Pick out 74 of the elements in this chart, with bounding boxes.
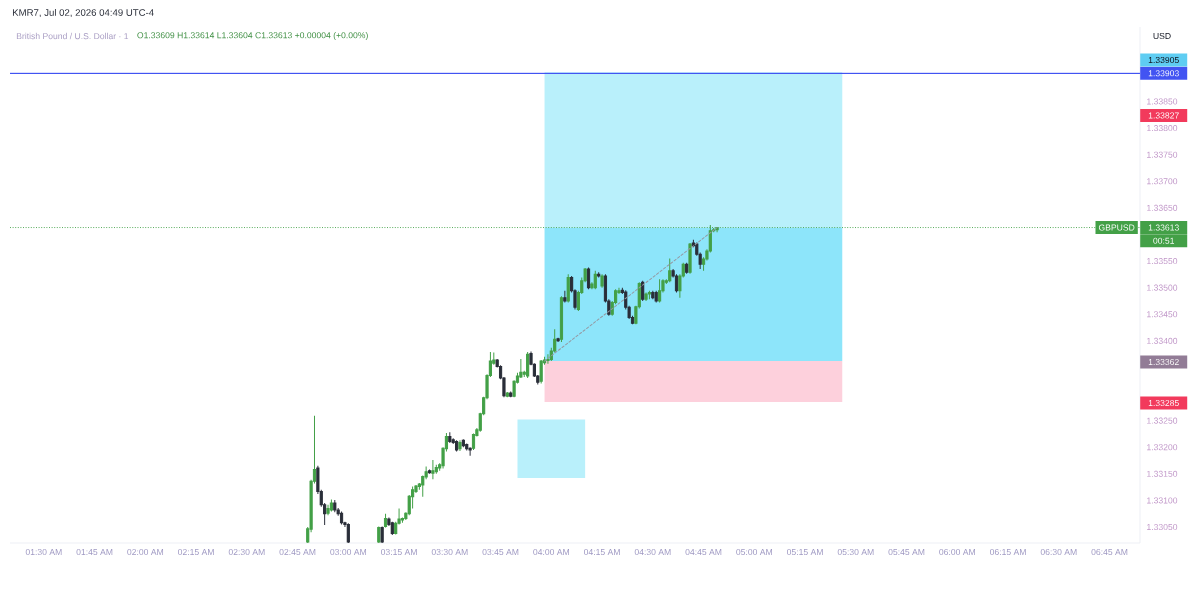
x-tick-label: 04:30 AM (634, 548, 671, 556)
x-tick-label: 04:15 AM (583, 548, 620, 556)
x-tick-label: 03:00 AM (330, 548, 367, 556)
candlestick (333, 499, 337, 513)
y-tick-label: 1.33200 (1147, 444, 1178, 451)
candlestick (647, 290, 652, 300)
x-tick-label: 05:15 AM (786, 548, 823, 556)
candlestick (380, 526, 384, 544)
x-tick-label: 06:30 AM (1040, 548, 1077, 556)
candlestick (383, 513, 388, 529)
y-tick-label: 1.33050 (1147, 523, 1178, 531)
candlestick (434, 464, 438, 475)
x-tick-label: 02:15 AM (178, 548, 214, 556)
x-tick-label: 03:15 AM (380, 548, 417, 556)
x-tick-label: 04:45 AM (685, 548, 722, 556)
x-tick-label: 03:30 AM (431, 548, 468, 556)
candlestick (597, 271, 601, 279)
candlestick (458, 439, 462, 452)
candlestick (668, 257, 672, 283)
candlestick (448, 431, 452, 444)
y-axis-title: USD (1153, 32, 1171, 40)
candlestick (431, 459, 435, 480)
y-tick-label: 1.33750 (1147, 151, 1178, 158)
candlestick (566, 273, 570, 304)
y-tick-label: 1.33100 (1147, 497, 1178, 504)
candlestick (329, 498, 334, 513)
candlestick (427, 469, 432, 475)
candlestick (600, 273, 604, 289)
text: 00:51 (1153, 237, 1175, 244)
candlestick (509, 390, 513, 398)
text: 1.33285 (1148, 399, 1179, 407)
y-tick-label: 1.33450 (1147, 311, 1178, 318)
candlestick (644, 291, 648, 302)
candlestick (539, 359, 543, 384)
text: 1.33827 (1148, 112, 1179, 119)
text: O1.33609 H1.33614 L1.33604 C1.33613 +0.00004 (+0.00%) (137, 32, 368, 40)
text: KMR7, Jul 02, 2026 04:49 UTC-4 (12, 8, 154, 18)
y-tick-label: 1.33550 (1147, 258, 1178, 265)
text: 1.33905 (1148, 56, 1179, 64)
x-tick-label: 01:45 AM (76, 548, 113, 556)
x-tick-label: 06:45 AM (1091, 548, 1128, 556)
x-tick-label: 02:45 AM (279, 548, 316, 556)
candlestick (519, 358, 523, 379)
y-tick-label: 1.33700 (1147, 178, 1178, 185)
candlestick (563, 290, 567, 304)
y-tick-label: 1.33400 (1147, 337, 1178, 344)
candlestick (556, 337, 560, 343)
x-tick-label: 05:45 AM (888, 548, 925, 556)
y-tick-label: 1.33850 (1147, 98, 1178, 105)
ref-line-label: 1.33903 (1148, 70, 1179, 77)
candlestick (688, 242, 692, 275)
y-tick-label: 1.33650 (1147, 204, 1178, 211)
ref-line-label: 1.33613 (1148, 224, 1179, 231)
candlestick (505, 391, 509, 398)
y-tick-label: 1.33250 (1147, 417, 1178, 424)
candlestick (468, 446, 472, 457)
text: 1.33362 (1148, 358, 1179, 366)
annotation: GBPUSD (1098, 224, 1135, 231)
x-tick-label: 04:00 AM (533, 548, 570, 556)
x-tick-label: 02:00 AM (127, 548, 164, 556)
x-tick-label: 01:30 AM (25, 548, 62, 556)
x-tick-label: 02:30 AM (228, 548, 265, 556)
text: British Pound / U.S. Dollar · 1 (16, 32, 129, 40)
x-tick-label: 03:45 AM (482, 548, 519, 556)
y-tick-label: 1.33800 (1147, 125, 1178, 132)
candlestick (454, 439, 459, 452)
candlestick (654, 290, 658, 304)
x-tick-label: 06:15 AM (989, 548, 1026, 556)
x-tick-label: 05:00 AM (736, 548, 772, 556)
candlestick (657, 278, 662, 304)
x-tick-label: 05:30 AM (837, 548, 874, 556)
y-tick-label: 1.33150 (1147, 470, 1178, 477)
y-tick-label: 1.33500 (1147, 284, 1178, 291)
x-tick-label: 06:00 AM (939, 548, 975, 556)
